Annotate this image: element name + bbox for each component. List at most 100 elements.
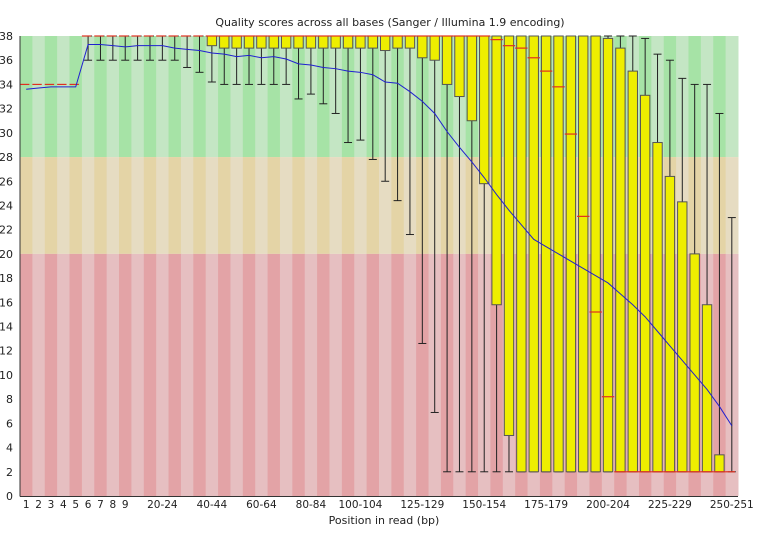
- zone-stripe: [292, 253, 306, 496]
- zone-stripe: [242, 36, 256, 158]
- zone-stripe: [255, 36, 269, 158]
- box: [479, 35, 490, 185]
- zone-stripe: [230, 36, 244, 158]
- zone-stripe: [230, 253, 244, 496]
- zone-stripe: [391, 253, 405, 496]
- x-tick-label: 9: [122, 499, 129, 511]
- zone-stripe: [44, 253, 58, 496]
- y-tick-label: 14: [0, 321, 13, 334]
- zone-stripe: [230, 157, 244, 254]
- zone-stripe: [156, 36, 170, 158]
- mean-line: [26, 43, 733, 427]
- zone-stripe: [168, 253, 182, 496]
- zone-stripe: [255, 157, 269, 254]
- zone-stripe: [267, 253, 281, 496]
- zone-stripe: [366, 157, 380, 254]
- zone-stripe: [341, 157, 355, 254]
- zone-stripe: [57, 36, 71, 158]
- zone-stripe: [168, 36, 182, 158]
- x-tick-label: 2: [35, 499, 42, 511]
- zone-stripe: [341, 253, 355, 496]
- y-tick-label: 20: [0, 248, 13, 261]
- zone-stripe: [81, 253, 95, 496]
- zone-stripe: [143, 157, 157, 254]
- y-tick-label: 8: [6, 393, 13, 406]
- x-tick-label: 225-229: [648, 499, 692, 511]
- box: [342, 35, 354, 49]
- box: [714, 454, 725, 473]
- zone-stripe: [32, 253, 46, 496]
- box: [565, 35, 577, 473]
- box: [256, 35, 267, 49]
- zone-stripe: [131, 253, 145, 496]
- zone-stripe: [292, 157, 306, 254]
- zone-stripe: [317, 157, 330, 254]
- zone-stripe: [354, 157, 368, 254]
- zone-stripe: [106, 36, 120, 158]
- zone-stripe: [329, 157, 343, 254]
- box: [293, 35, 304, 49]
- x-tick-label: 125-129: [400, 499, 444, 511]
- zone-stripe: [32, 157, 46, 254]
- zone-stripe: [44, 36, 58, 158]
- zone-stripe: [205, 253, 219, 496]
- x-tick-label: 20-24: [147, 499, 178, 511]
- y-tick-label: 30: [0, 127, 13, 140]
- box: [516, 35, 527, 473]
- box: [243, 35, 255, 49]
- zone-stripe: [81, 36, 95, 158]
- box: [367, 35, 379, 49]
- box: [441, 35, 453, 85]
- zone-stripe: [94, 36, 108, 158]
- box: [590, 35, 601, 473]
- zone-stripe: [180, 36, 194, 158]
- zone-stripe: [218, 36, 231, 158]
- zone-stripe: [180, 253, 194, 496]
- y-tick-label: 6: [6, 417, 13, 430]
- y-tick-label: 34: [0, 78, 13, 91]
- x-tick-label: 250-251: [710, 499, 754, 511]
- box: [677, 201, 688, 473]
- zone-stripe: [119, 253, 132, 496]
- box: [318, 35, 329, 49]
- y-tick-label: 10: [0, 369, 13, 382]
- zone-stripe: [69, 253, 83, 496]
- box: [404, 35, 416, 49]
- x-tick-label: 5: [72, 499, 79, 511]
- x-tick-label: 200-204: [586, 499, 630, 511]
- zone-stripe: [156, 253, 170, 496]
- x-tick-label: 175-179: [524, 499, 568, 511]
- x-tick-label: 4: [60, 499, 67, 511]
- zone-stripe: [69, 36, 83, 158]
- x-axis: 1 2 3 4 5 6 7 8 9 20-24 40-44 60-64 80-84 100-104 125-…: [23, 499, 754, 511]
- zone-stripe: [218, 157, 231, 254]
- y-tick-label: 18: [0, 272, 13, 285]
- y-tick-label: 24: [0, 199, 13, 212]
- zone-stripe: [119, 36, 132, 158]
- zone-stripe: [354, 253, 368, 496]
- zone-stripe: [304, 253, 318, 496]
- zone-stripe: [218, 253, 231, 496]
- x-tick-label: 150-154: [462, 499, 506, 511]
- zone-stripe: [205, 157, 219, 254]
- zone-stripe: [379, 253, 392, 496]
- box: [602, 37, 614, 473]
- zone-stripe: [156, 157, 170, 254]
- box: [664, 175, 676, 473]
- y-tick-label: 26: [0, 175, 13, 188]
- zone-stripe: [304, 157, 318, 254]
- y-tick-label: 0: [6, 490, 13, 503]
- zone-stripe: [242, 157, 256, 254]
- zone-stripe: [57, 157, 71, 254]
- box: [701, 304, 713, 473]
- zone-stripe: [44, 157, 58, 254]
- box: [330, 35, 341, 49]
- box: [639, 94, 651, 473]
- zone-stripe: [205, 36, 219, 158]
- y-tick-label: 36: [0, 54, 13, 67]
- zone-stripe: [32, 36, 46, 158]
- box: [206, 35, 218, 47]
- zone-stripe: [69, 157, 83, 254]
- box: [540, 35, 552, 473]
- zone-stripe: [255, 253, 269, 496]
